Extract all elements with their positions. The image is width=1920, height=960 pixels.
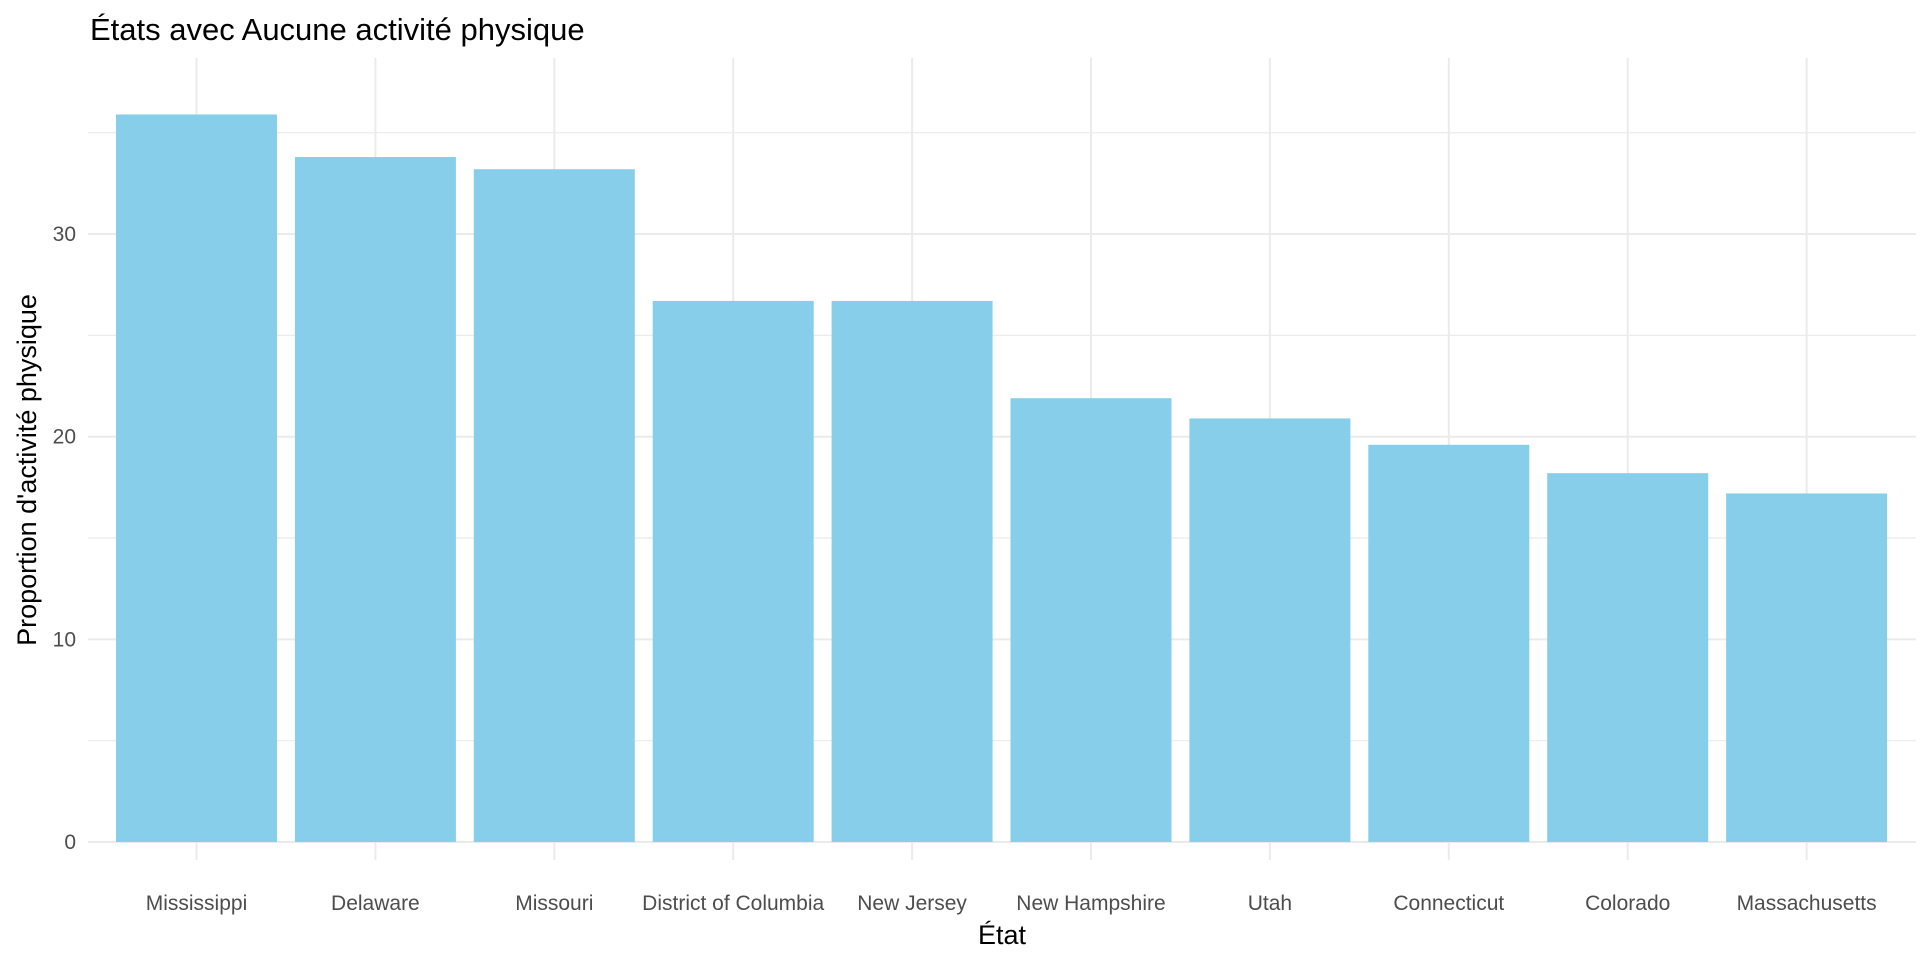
x-tick-label: Colorado xyxy=(1585,892,1670,915)
bars xyxy=(116,114,1888,843)
y-tick-label: 30 xyxy=(53,223,76,246)
x-tick-labels: Mississippi Delaware Missouri District of C… xyxy=(146,892,1877,915)
x-tick-label: District of Columbia xyxy=(642,892,824,915)
bar-district-of-columbia xyxy=(652,300,814,842)
bar-mississippi xyxy=(116,114,277,842)
chart-title: États avec Aucune activité physique xyxy=(90,12,585,47)
x-tick-label: Delaware xyxy=(331,892,420,915)
x-tick-label: Massachusetts xyxy=(1737,892,1877,915)
bar-utah xyxy=(1189,418,1351,842)
x-tick-label: New Hampshire xyxy=(1016,892,1165,915)
x-tick-label: Mississippi xyxy=(146,892,248,915)
y-tick-labels: 0 10 20 30 xyxy=(53,223,76,854)
y-tick-label: 10 xyxy=(53,628,76,651)
bar-new-hampshire xyxy=(1010,398,1172,842)
x-axis-title: État xyxy=(978,920,1027,950)
bar-missouri xyxy=(473,169,635,843)
x-tick-label: New Jersey xyxy=(857,892,967,915)
bar-delaware xyxy=(294,157,456,842)
bar-massachusetts xyxy=(1726,493,1888,842)
bar-new-jersey xyxy=(831,300,993,842)
y-tick-label: 20 xyxy=(53,426,76,449)
bar-connecticut xyxy=(1368,444,1530,842)
x-tick-label: Connecticut xyxy=(1393,892,1504,915)
bar-colorado xyxy=(1547,473,1709,842)
x-tick-label: Missouri xyxy=(515,892,593,915)
y-axis-title: Proportion d'activité physique xyxy=(12,294,42,646)
y-tick-label: 0 xyxy=(64,831,76,854)
x-tick-label: Utah xyxy=(1248,892,1292,915)
